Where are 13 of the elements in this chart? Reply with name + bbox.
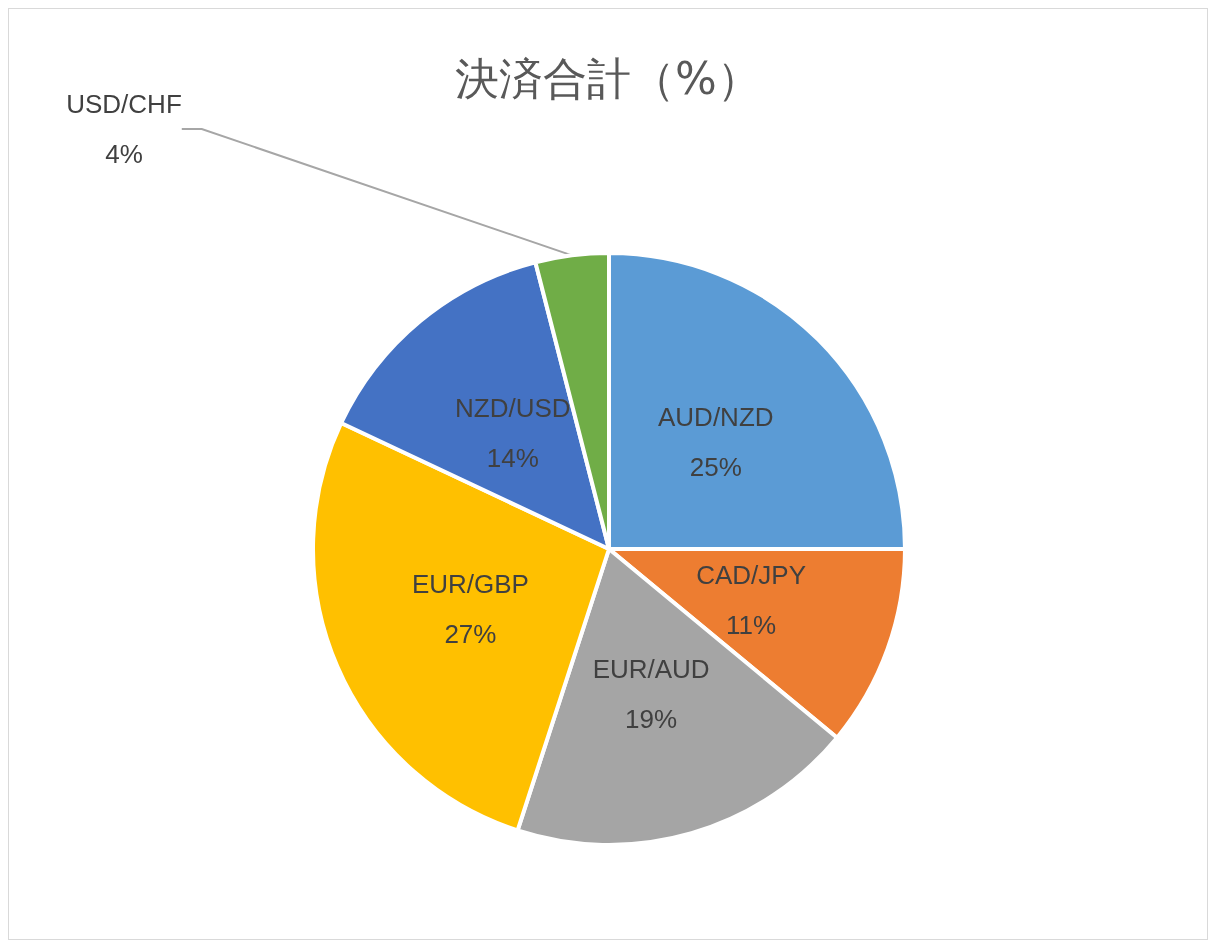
data-label: 4% xyxy=(105,139,143,169)
chart-title: 決済合計（%） xyxy=(455,52,761,104)
data-label: 27% xyxy=(444,618,497,649)
slice-label: EUR/GBP xyxy=(411,568,529,599)
slice-label: USD/CHF xyxy=(66,89,182,119)
slice-label: AUD/NZD xyxy=(657,402,774,433)
data-label: 25% xyxy=(689,452,742,483)
slice-label: EUR/AUD xyxy=(592,654,710,684)
slice-label: NZD/USD xyxy=(454,392,571,423)
data-label: 11% xyxy=(726,610,777,641)
data-label: 19% xyxy=(625,704,678,734)
data-label: 14% xyxy=(486,442,539,473)
slice-label: CAD/JPY xyxy=(696,560,806,591)
